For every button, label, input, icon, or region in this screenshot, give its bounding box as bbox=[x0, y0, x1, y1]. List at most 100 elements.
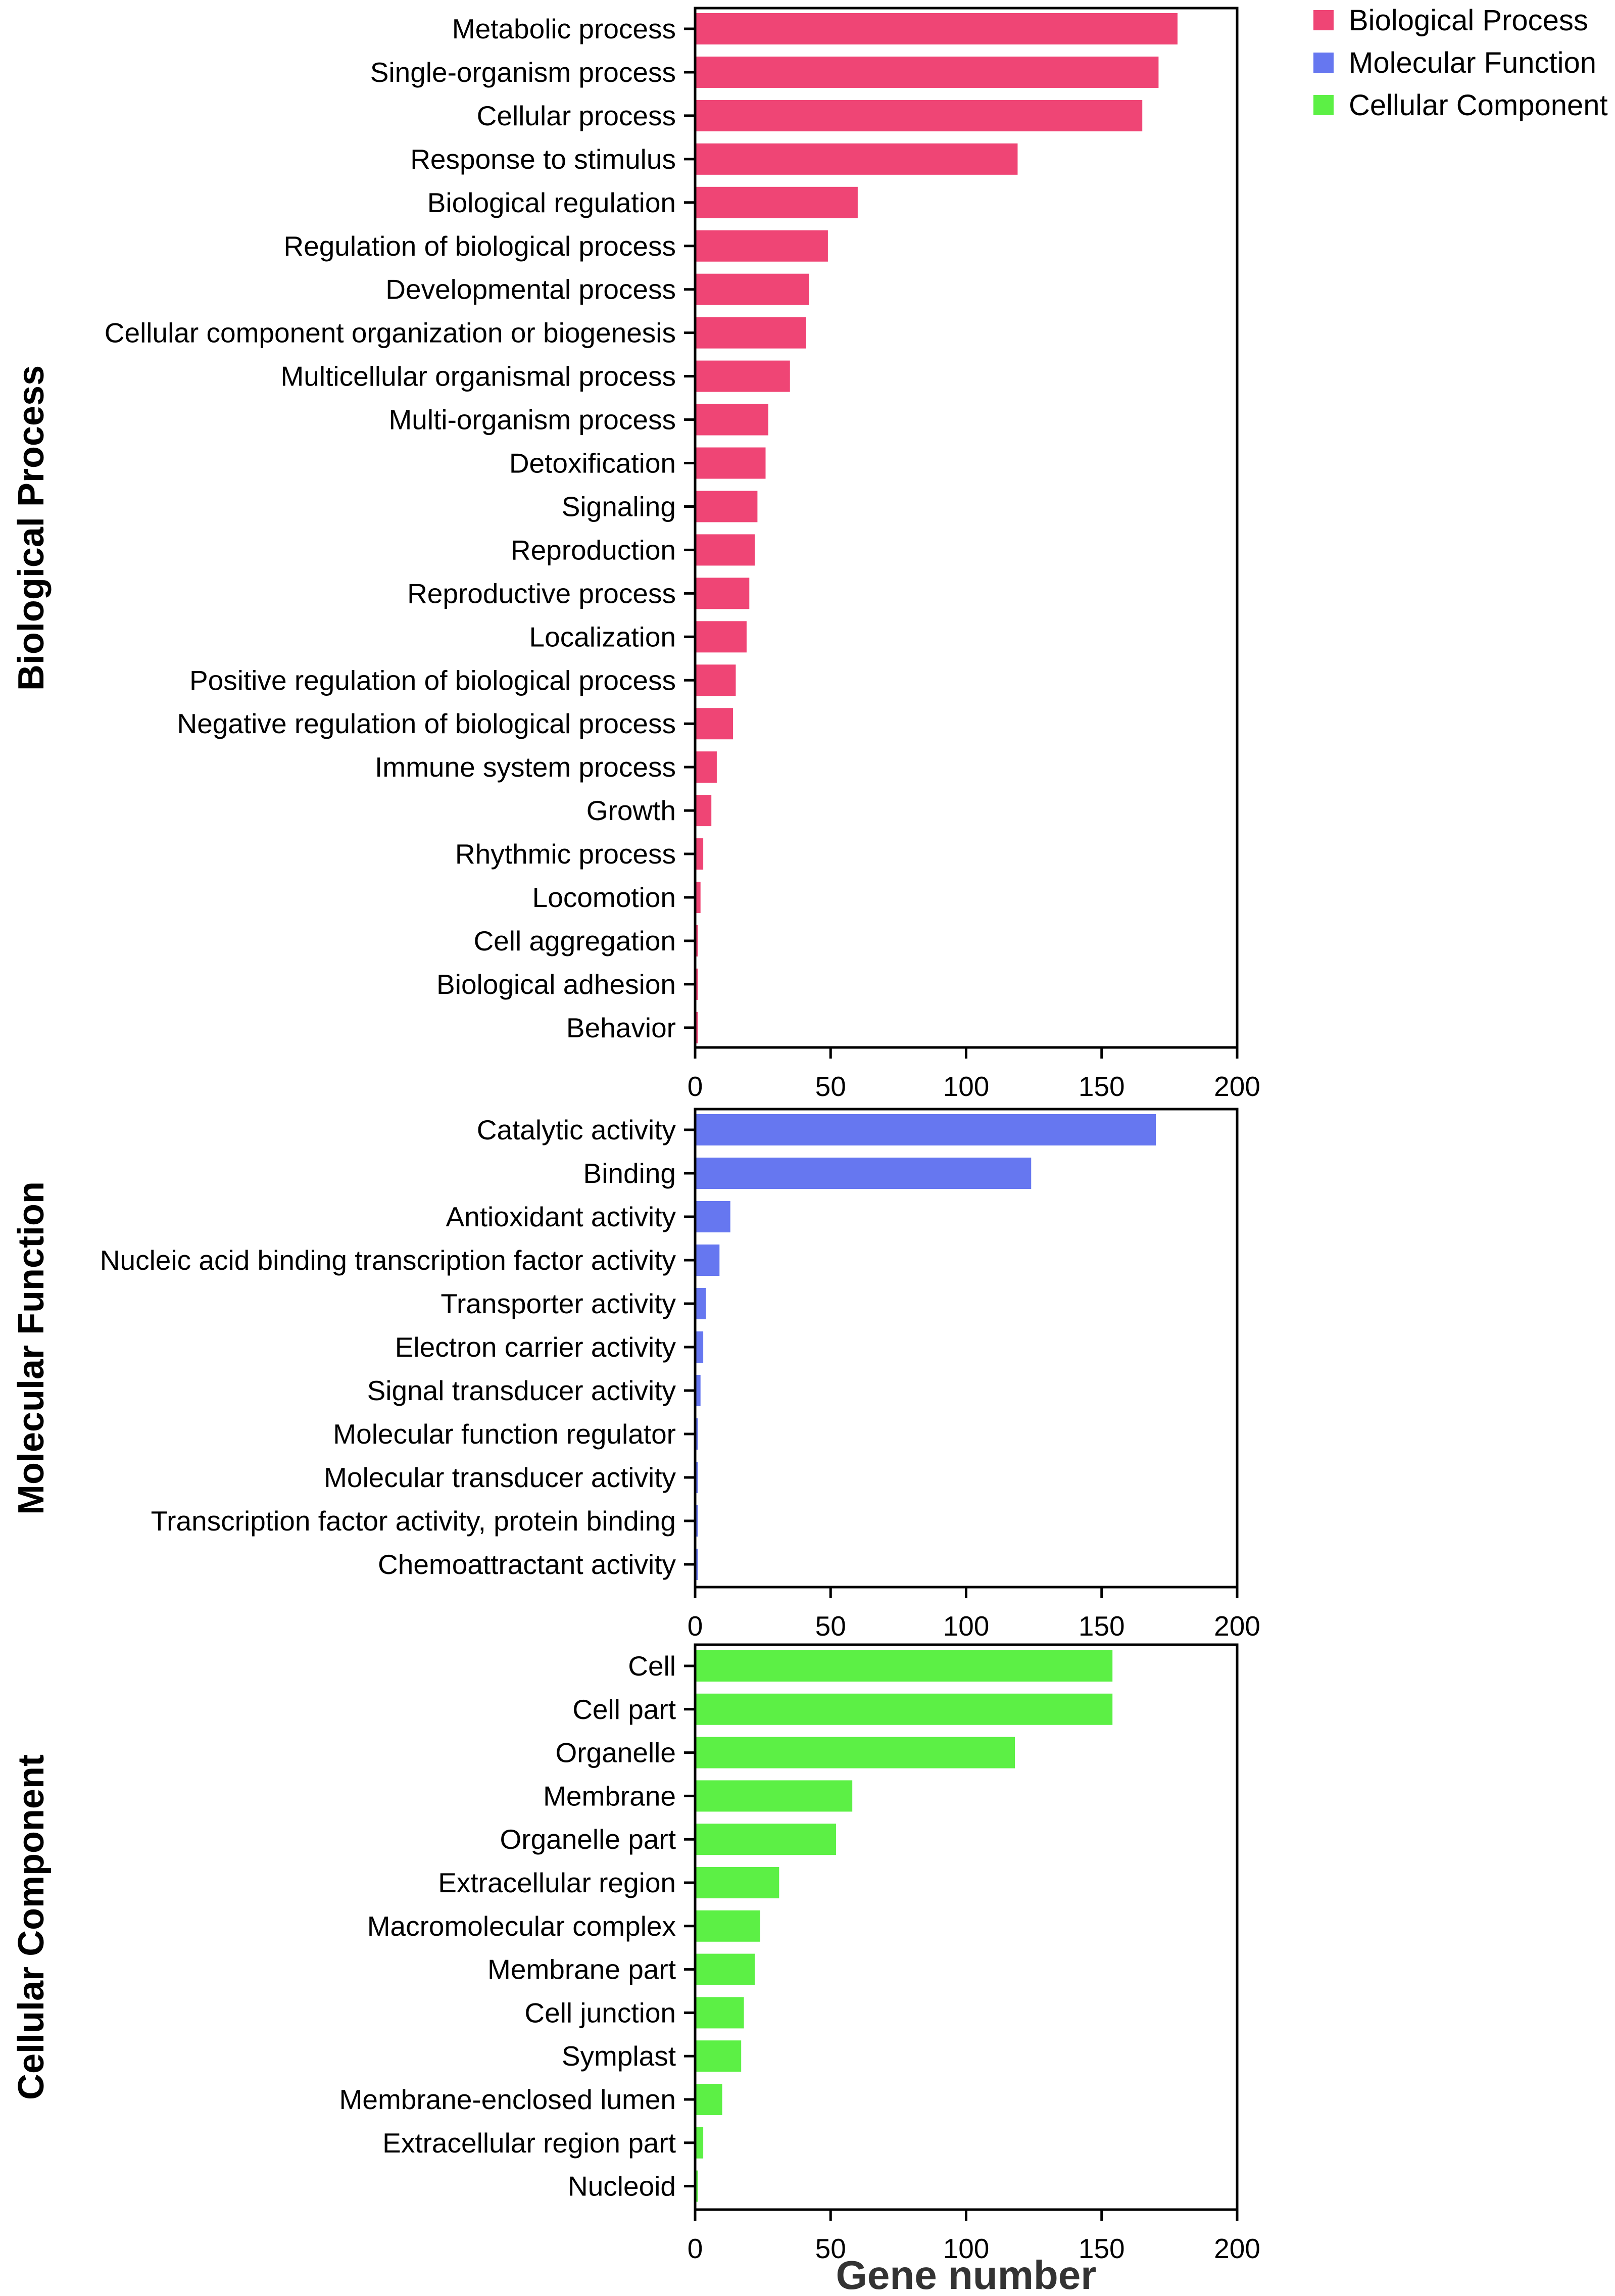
bar-reproduction bbox=[695, 534, 755, 566]
category-label-symplast: Symplast bbox=[562, 2040, 676, 2072]
bar-transcription-factor-activity-protein-binding bbox=[695, 1505, 698, 1537]
bar-membrane-part bbox=[695, 1953, 755, 1985]
bar-symplast bbox=[695, 2040, 742, 2072]
bar-biological-adhesion bbox=[695, 968, 698, 1000]
category-label-transcription-factor-activity-protein-binding: Transcription factor activity, protein b… bbox=[151, 1505, 676, 1537]
bar-behavior bbox=[695, 1012, 698, 1043]
bar-cell-junction bbox=[695, 1997, 744, 2029]
panel-cellular-component: Cell Cell part Organelle Membrane Organelle … bbox=[11, 1643, 1260, 2264]
bar-growth bbox=[695, 795, 712, 827]
bar-rhythmic-process bbox=[695, 838, 704, 870]
bar-chemoattractant-activity bbox=[695, 1549, 698, 1580]
x-tick-label-100: 100 bbox=[943, 1610, 990, 1642]
x-tick-label-200: 200 bbox=[1214, 2233, 1260, 2264]
category-label-transporter-activity: Transporter activity bbox=[441, 1288, 676, 1319]
bar-cellular-process bbox=[695, 100, 1143, 131]
panel-title-cellular-component: Cellular Component bbox=[11, 1754, 52, 2100]
category-label-antioxidant-activity: Antioxidant activity bbox=[446, 1201, 676, 1232]
category-label-immune-system-process: Immune system process bbox=[375, 751, 676, 783]
category-label-extracellular-region: Extracellular region bbox=[438, 1867, 676, 1898]
bar-immune-system-process bbox=[695, 751, 717, 783]
x-tick-label-50: 50 bbox=[815, 1610, 846, 1642]
panel-title-molecular-function: Molecular Function bbox=[11, 1181, 52, 1515]
bar-multicellular-organismal-process bbox=[695, 360, 790, 392]
category-label-signal-transducer-activity: Signal transducer activity bbox=[367, 1375, 676, 1406]
bar-regulation-of-biological-process bbox=[695, 230, 828, 262]
x-tick-label-200: 200 bbox=[1214, 1610, 1260, 1642]
bar-signaling bbox=[695, 491, 758, 522]
bar-cell-part bbox=[695, 1693, 1113, 1725]
category-label-chemoattractant-activity: Chemoattractant activity bbox=[378, 1549, 676, 1580]
legend-swatch-molecular-function bbox=[1313, 53, 1334, 73]
category-label-nucleic-acid-binding-transcription-factor-activity: Nucleic acid binding transcription facto… bbox=[100, 1245, 676, 1276]
category-label-molecular-function-regulator: Molecular function regulator bbox=[333, 1418, 676, 1450]
category-label-single-organism-process: Single-organism process bbox=[370, 57, 676, 88]
legend-label-biological-process: Biological Process bbox=[1349, 4, 1588, 37]
bar-catalytic-activity bbox=[695, 1114, 1156, 1145]
category-label-nucleoid: Nucleoid bbox=[568, 2171, 676, 2202]
category-label-biological-regulation: Biological regulation bbox=[427, 187, 676, 218]
x-axis-label: Gene number bbox=[836, 2253, 1097, 2296]
category-label-localization: Localization bbox=[529, 621, 676, 652]
bar-locomotion bbox=[695, 882, 701, 913]
category-label-reproduction: Reproduction bbox=[511, 534, 676, 565]
legend-swatch-cellular-component bbox=[1313, 95, 1334, 115]
category-label-growth: Growth bbox=[586, 795, 676, 826]
bar-molecular-function-regulator bbox=[695, 1418, 698, 1450]
bar-cellular-component-organization-or-biogenesis bbox=[695, 317, 806, 349]
category-label-signaling: Signaling bbox=[562, 491, 676, 522]
bar-nucleoid bbox=[695, 2170, 698, 2202]
category-label-membrane: Membrane bbox=[543, 1780, 676, 1811]
category-label-negative-regulation-of-biological-process: Negative regulation of biological proces… bbox=[177, 708, 676, 739]
bar-signal-transducer-activity bbox=[695, 1375, 701, 1406]
x-tick-label-100: 100 bbox=[943, 1071, 990, 1102]
category-label-metabolic-process: Metabolic process bbox=[452, 13, 676, 44]
bar-developmental-process bbox=[695, 273, 809, 305]
bar-localization bbox=[695, 621, 747, 653]
bar-reproductive-process bbox=[695, 578, 750, 609]
category-label-cellular-process: Cellular process bbox=[477, 100, 676, 131]
category-label-electron-carrier-activity: Electron carrier activity bbox=[395, 1331, 676, 1363]
plot-frame-cellular-component bbox=[694, 1643, 1239, 2211]
bar-single-organism-process bbox=[695, 56, 1159, 88]
category-label-rhythmic-process: Rhythmic process bbox=[455, 838, 676, 870]
bar-membrane bbox=[695, 1780, 853, 1812]
bar-molecular-transducer-activity bbox=[695, 1462, 698, 1493]
bar-transporter-activity bbox=[695, 1288, 706, 1319]
legend-label-cellular-component: Cellular Component bbox=[1349, 89, 1608, 122]
bar-organelle-part bbox=[695, 1824, 836, 1855]
x-tick-label-0: 0 bbox=[688, 1071, 703, 1102]
bar-nucleic-acid-binding-transcription-factor-activity bbox=[695, 1245, 720, 1276]
category-label-reproductive-process: Reproductive process bbox=[407, 578, 676, 609]
bar-cell-aggregation bbox=[695, 925, 698, 956]
category-label-cell-aggregation: Cell aggregation bbox=[473, 925, 676, 956]
x-tick-label-200: 200 bbox=[1214, 1071, 1260, 1102]
bar-membrane-enclosed-lumen bbox=[695, 2084, 722, 2115]
x-tick-label-0: 0 bbox=[688, 2233, 703, 2264]
category-label-response-to-stimulus: Response to stimulus bbox=[410, 144, 676, 175]
legend-label-molecular-function: Molecular Function bbox=[1349, 46, 1596, 79]
bar-organelle bbox=[695, 1737, 1015, 1768]
bar-metabolic-process bbox=[695, 13, 1178, 44]
bar-negative-regulation-of-biological-process bbox=[695, 708, 733, 740]
bar-positive-regulation-of-biological-process bbox=[695, 664, 736, 696]
x-tick-label-50: 50 bbox=[815, 2233, 846, 2264]
x-tick-label-50: 50 bbox=[815, 1071, 846, 1102]
x-tick-label-150: 150 bbox=[1079, 1071, 1125, 1102]
category-label-catalytic-activity: Catalytic activity bbox=[477, 1114, 676, 1145]
legend: Biological Process Molecular Function Cell… bbox=[1313, 4, 1608, 122]
category-label-membrane-part: Membrane part bbox=[487, 1954, 676, 1985]
category-label-binding: Binding bbox=[583, 1158, 676, 1189]
bar-binding bbox=[695, 1158, 1032, 1189]
bar-cell bbox=[695, 1650, 1113, 1682]
legend-swatch-biological-process bbox=[1313, 10, 1334, 30]
category-label-membrane-enclosed-lumen: Membrane-enclosed lumen bbox=[339, 2084, 676, 2115]
panel-molecular-function: Catalytic activity Binding Antioxidant act… bbox=[11, 1108, 1260, 1642]
bar-extracellular-region bbox=[695, 1867, 779, 1898]
category-label-locomotion: Locomotion bbox=[532, 882, 676, 913]
x-tick-label-150: 150 bbox=[1079, 2233, 1125, 2264]
category-label-regulation-of-biological-process: Regulation of biological process bbox=[283, 230, 676, 262]
category-label-molecular-transducer-activity: Molecular transducer activity bbox=[324, 1462, 676, 1493]
category-label-cell: Cell bbox=[628, 1650, 676, 1682]
